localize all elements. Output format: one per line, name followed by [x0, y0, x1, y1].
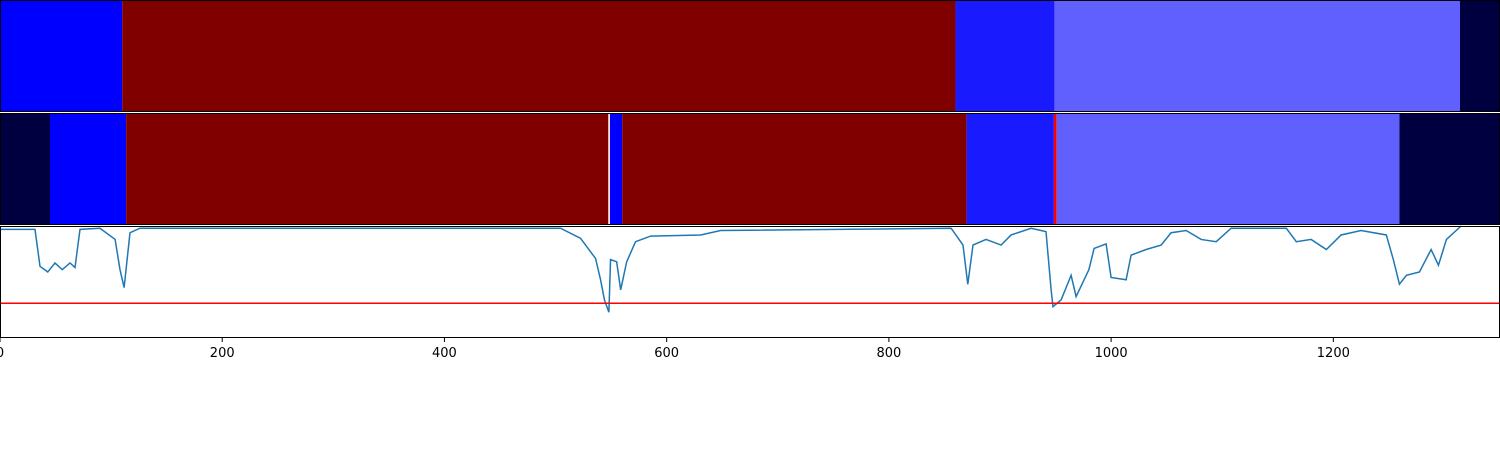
segment	[622, 113, 967, 225]
x-tick-label: 1000	[1095, 346, 1128, 361]
segment	[1054, 0, 1460, 112]
segment	[1399, 113, 1500, 225]
x-tick-label: 200	[210, 346, 235, 361]
segment	[0, 113, 50, 225]
segment	[1056, 113, 1400, 225]
segment	[966, 113, 1054, 225]
segment	[1053, 113, 1057, 225]
segment	[608, 113, 610, 225]
x-tick-label: 0	[0, 346, 4, 361]
segment	[122, 0, 956, 112]
panel-frame	[0, 226, 1500, 338]
x-tick-label: 600	[654, 346, 679, 361]
segment	[955, 0, 1055, 112]
x-tick-label: 1200	[1317, 346, 1350, 361]
segment	[126, 113, 609, 225]
x-tick-label: 400	[432, 346, 457, 361]
data-line	[0, 225, 1462, 313]
segment	[50, 113, 127, 225]
x-tick-label: 800	[876, 346, 901, 361]
segment	[610, 113, 623, 225]
segment	[0, 0, 123, 112]
segment	[1460, 0, 1500, 112]
